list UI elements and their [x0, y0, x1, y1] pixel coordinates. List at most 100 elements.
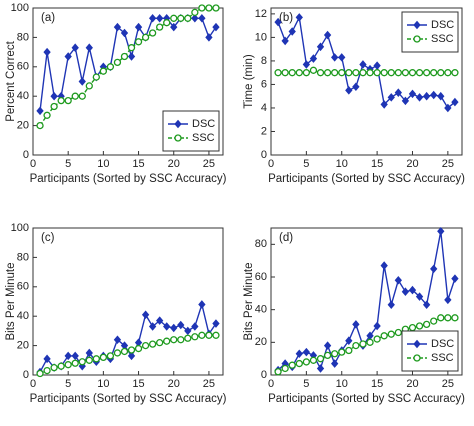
data-point: [302, 69, 311, 77]
data-point: [415, 93, 424, 102]
data-point: [451, 97, 459, 107]
panel-label: (a): [41, 12, 55, 24]
data-point: [387, 69, 395, 77]
y-tick-label: 10: [255, 31, 267, 43]
data-point: [281, 69, 289, 77]
data-point: [191, 322, 199, 331]
data-point: [184, 334, 192, 342]
data-point: [198, 14, 206, 23]
data-point: [288, 27, 296, 36]
data-point: [205, 331, 213, 339]
data-point: [36, 369, 44, 378]
data-point: [170, 336, 178, 344]
data-point: [36, 121, 44, 130]
data-point: [43, 354, 51, 364]
data-point: [408, 69, 417, 77]
data-point: [401, 96, 410, 106]
data-point: [345, 336, 353, 345]
y-axis-label: Bits Per Minute: [243, 263, 255, 341]
data-point: [212, 22, 220, 32]
legend-marker: [413, 20, 421, 30]
data-point: [380, 69, 388, 77]
data-point: [331, 53, 339, 62]
data-point: [148, 340, 157, 348]
legend-label: SSC: [431, 33, 454, 45]
x-tick-label: 15: [132, 158, 144, 170]
data-point: [387, 300, 395, 310]
data-point: [156, 23, 164, 31]
data-point: [141, 310, 150, 319]
panel-label: (b): [279, 12, 293, 24]
data-point: [309, 54, 318, 63]
data-point: [106, 352, 115, 360]
data-point: [127, 346, 136, 354]
data-point: [302, 347, 311, 357]
data-point: [331, 359, 339, 368]
data-point: [415, 292, 424, 301]
y-tick-label: 40: [17, 310, 29, 322]
data-point: [352, 341, 360, 350]
data-point: [177, 14, 185, 22]
data-point: [106, 63, 115, 71]
data-point: [274, 69, 282, 77]
data-point: [71, 92, 79, 100]
y-tick-label: 20: [17, 340, 29, 352]
data-point: [92, 355, 100, 363]
x-tick-label: 5: [303, 158, 309, 170]
data-point: [323, 69, 332, 77]
data-point: [212, 331, 220, 339]
data-point: [198, 4, 206, 12]
axes-frame: [32, 227, 224, 376]
legend-marker: [174, 119, 182, 129]
data-point: [191, 8, 199, 17]
x-tick-label: 20: [168, 378, 180, 390]
data-point: [345, 86, 353, 95]
data-point: [170, 14, 178, 22]
data-point: [373, 69, 381, 77]
data-point: [198, 331, 206, 339]
x-tick-label: 5: [65, 158, 71, 170]
data-point: [437, 69, 445, 77]
x-tick-label: 10: [336, 378, 348, 390]
legend-label: DSC: [431, 338, 454, 350]
data-point: [394, 69, 402, 77]
data-point: [184, 14, 192, 22]
data-point: [120, 28, 129, 38]
y-tick-label: 0: [261, 369, 267, 381]
data-point: [156, 339, 164, 347]
data-point: [148, 29, 157, 37]
data-point: [408, 323, 417, 332]
data-point: [316, 42, 325, 52]
x-tick-label: 5: [303, 378, 309, 390]
y-tick-label: 80: [17, 251, 29, 263]
y-tick-label: 8: [261, 55, 267, 67]
data-point: [437, 91, 445, 101]
data-point: [120, 347, 129, 356]
data-point: [288, 69, 296, 77]
data-point: [422, 320, 431, 329]
legend-marker: [413, 339, 421, 349]
data-point: [50, 102, 58, 111]
data-point: [57, 96, 65, 105]
y-tick-label: 20: [255, 336, 267, 348]
data-point: [170, 323, 178, 333]
legend-box: [401, 330, 459, 372]
x-tick-label: 25: [442, 378, 454, 390]
data-point: [113, 22, 122, 32]
data-point: [212, 4, 220, 12]
y-tick-label: 0: [23, 149, 29, 161]
data-point: [36, 106, 44, 116]
x-tick-label: 20: [406, 158, 418, 170]
data-point: [71, 359, 79, 367]
data-point: [380, 100, 388, 109]
x-axis-label: Participants (Sorted by SSC Accuracy): [30, 173, 227, 185]
data-point: [120, 52, 129, 61]
data-point: [127, 351, 136, 361]
data-point: [345, 346, 353, 355]
data-point: [43, 366, 51, 375]
data-point: [316, 364, 325, 373]
data-point: [401, 69, 410, 77]
x-tick-label: 20: [168, 158, 180, 170]
y-tick-label: 6: [261, 78, 267, 90]
x-tick-label: 10: [97, 378, 109, 390]
